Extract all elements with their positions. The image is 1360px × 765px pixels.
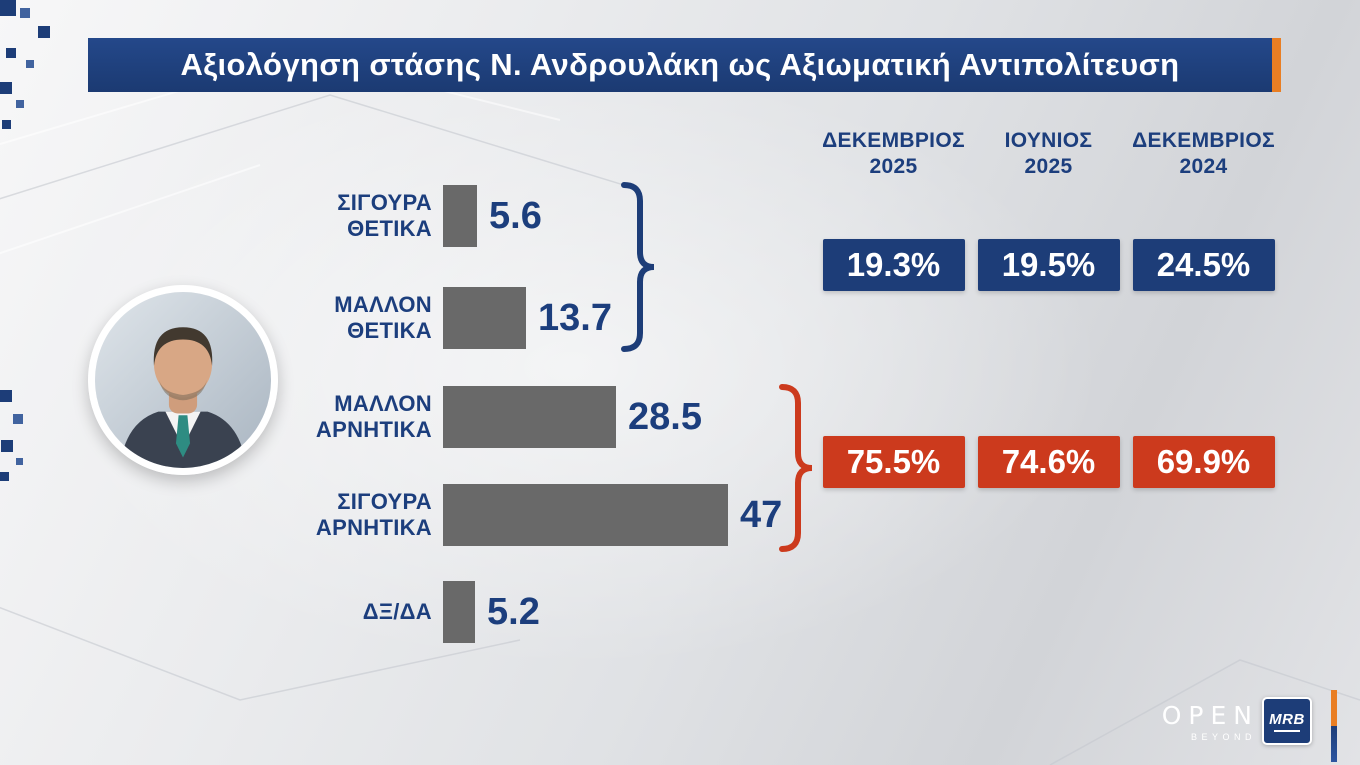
open-logo-subtext: BEYOND bbox=[1190, 732, 1256, 742]
bar-value: 5.2 bbox=[487, 590, 540, 633]
bar-row-mallon-thetika: ΜΑΛΛΟΝ ΘΕΤΙΚΑ 13.7 bbox=[282, 287, 612, 349]
pixel-decoration bbox=[0, 390, 12, 402]
pixel-decoration bbox=[0, 0, 16, 16]
bar-value: 5.6 bbox=[489, 194, 542, 237]
column-header-jun-2025: ΙΟΥΝΙΟΣ 2025 bbox=[971, 128, 1126, 181]
bar-row-sigoura-arnitika: ΣΙΓΟΥΡΑ ΑΡΝΗΤΙΚΑ 47 bbox=[282, 484, 782, 546]
pixel-decoration bbox=[1, 440, 13, 452]
pixel-decoration bbox=[16, 100, 24, 108]
percentage-box-positive: 19.5% bbox=[977, 239, 1120, 291]
column-month: ΔΕΚΕΜΒΡΙΟΣ bbox=[822, 129, 965, 152]
bar-row-mallon-arnitika: ΜΑΛΛΟΝ ΑΡΝΗΤΙΚΑ 28.5 bbox=[282, 386, 702, 448]
androulakis-photo bbox=[88, 285, 278, 475]
bar-value: 28.5 bbox=[628, 395, 702, 438]
bar-label: ΔΞ/ΔΑ bbox=[362, 599, 432, 625]
percentage-box-negative: 75.5% bbox=[822, 436, 965, 488]
column-year: 2025 bbox=[1024, 155, 1073, 179]
page-title: Αξιολόγηση στάσης Ν. Ανδρουλάκη ως Αξιωμ… bbox=[180, 47, 1180, 82]
percentage-box-positive: 24.5% bbox=[1132, 239, 1275, 291]
column-year: 2025 bbox=[869, 155, 918, 179]
column-header-dec-2024: ΔΕΚΕΜΒΡΙΟΣ 2024 bbox=[1126, 128, 1281, 181]
mrb-logo: MRB bbox=[1262, 697, 1312, 745]
percentage-box-negative: 74.6% bbox=[977, 436, 1120, 488]
bar-label: ΜΑΛΛΟΝ ΑΡΝΗΤΙΚΑ bbox=[315, 391, 432, 442]
pixel-decoration bbox=[0, 472, 9, 481]
column-month: ΔΕΚΕΜΒΡΙΟΣ bbox=[1132, 129, 1275, 152]
person-portrait-illustration bbox=[95, 292, 271, 468]
pixel-decoration bbox=[16, 458, 23, 465]
pixel-decoration bbox=[2, 120, 11, 129]
column-year: 2024 bbox=[1179, 155, 1228, 179]
pixel-decoration bbox=[13, 414, 23, 424]
bar-value: 47 bbox=[740, 493, 783, 536]
bar bbox=[443, 386, 616, 448]
bar-label: ΜΑΛΛΟΝ ΘΕΤΙΚΑ bbox=[334, 292, 432, 343]
negative-percentages-row: 75.5% 74.6% 69.9% bbox=[816, 436, 1281, 488]
title-banner: Αξιολόγηση στάσης Ν. Ανδρουλάκη ως Αξιωμ… bbox=[88, 38, 1272, 92]
bar-label: ΣΙΓΟΥΡΑ ΘΕΤΙΚΑ bbox=[337, 190, 432, 241]
bar-value: 13.7 bbox=[538, 296, 612, 339]
title-banner-accent bbox=[1272, 38, 1281, 92]
pixel-decoration bbox=[0, 82, 12, 94]
open-logo: OPEN BEYOND bbox=[1148, 701, 1252, 742]
mrb-logo-text: MRB bbox=[1269, 710, 1305, 728]
bar-row-sigoura-thetika: ΣΙΓΟΥΡΑ ΘΕΤΙΚΑ 5.6 bbox=[282, 185, 542, 247]
comparison-headers: ΔΕΚΕΜΒΡΙΟΣ 2025 ΙΟΥΝΙΟΣ 2025 ΔΕΚΕΜΒΡΙΟΣ … bbox=[816, 128, 1281, 181]
bar bbox=[443, 484, 728, 546]
column-header-dec-2025: ΔΕΚΕΜΒΡΙΟΣ 2025 bbox=[816, 128, 971, 181]
pixel-decoration bbox=[20, 8, 30, 18]
pixel-decoration bbox=[6, 48, 16, 58]
negative-group-bracket bbox=[779, 384, 813, 552]
open-logo-text: OPEN bbox=[1161, 701, 1259, 730]
positive-group-bracket bbox=[621, 182, 655, 352]
percentage-box-positive: 19.3% bbox=[822, 239, 965, 291]
bar-row-dx-da: ΔΞ/ΔΑ 5.2 bbox=[282, 581, 540, 643]
mrb-logo-underline bbox=[1274, 729, 1300, 732]
bar bbox=[443, 287, 526, 349]
positive-percentages-row: 19.3% 19.5% 24.5% bbox=[816, 239, 1281, 291]
column-month: ΙΟΥΝΙΟΣ bbox=[1004, 129, 1093, 152]
edge-accent-stripe bbox=[1331, 690, 1337, 762]
percentage-box-negative: 69.9% bbox=[1132, 436, 1275, 488]
pixel-decoration bbox=[26, 60, 34, 68]
bar bbox=[443, 581, 475, 643]
pixel-decoration bbox=[38, 26, 50, 38]
bar bbox=[443, 185, 477, 247]
bar-label: ΣΙΓΟΥΡΑ ΑΡΝΗΤΙΚΑ bbox=[315, 489, 432, 540]
